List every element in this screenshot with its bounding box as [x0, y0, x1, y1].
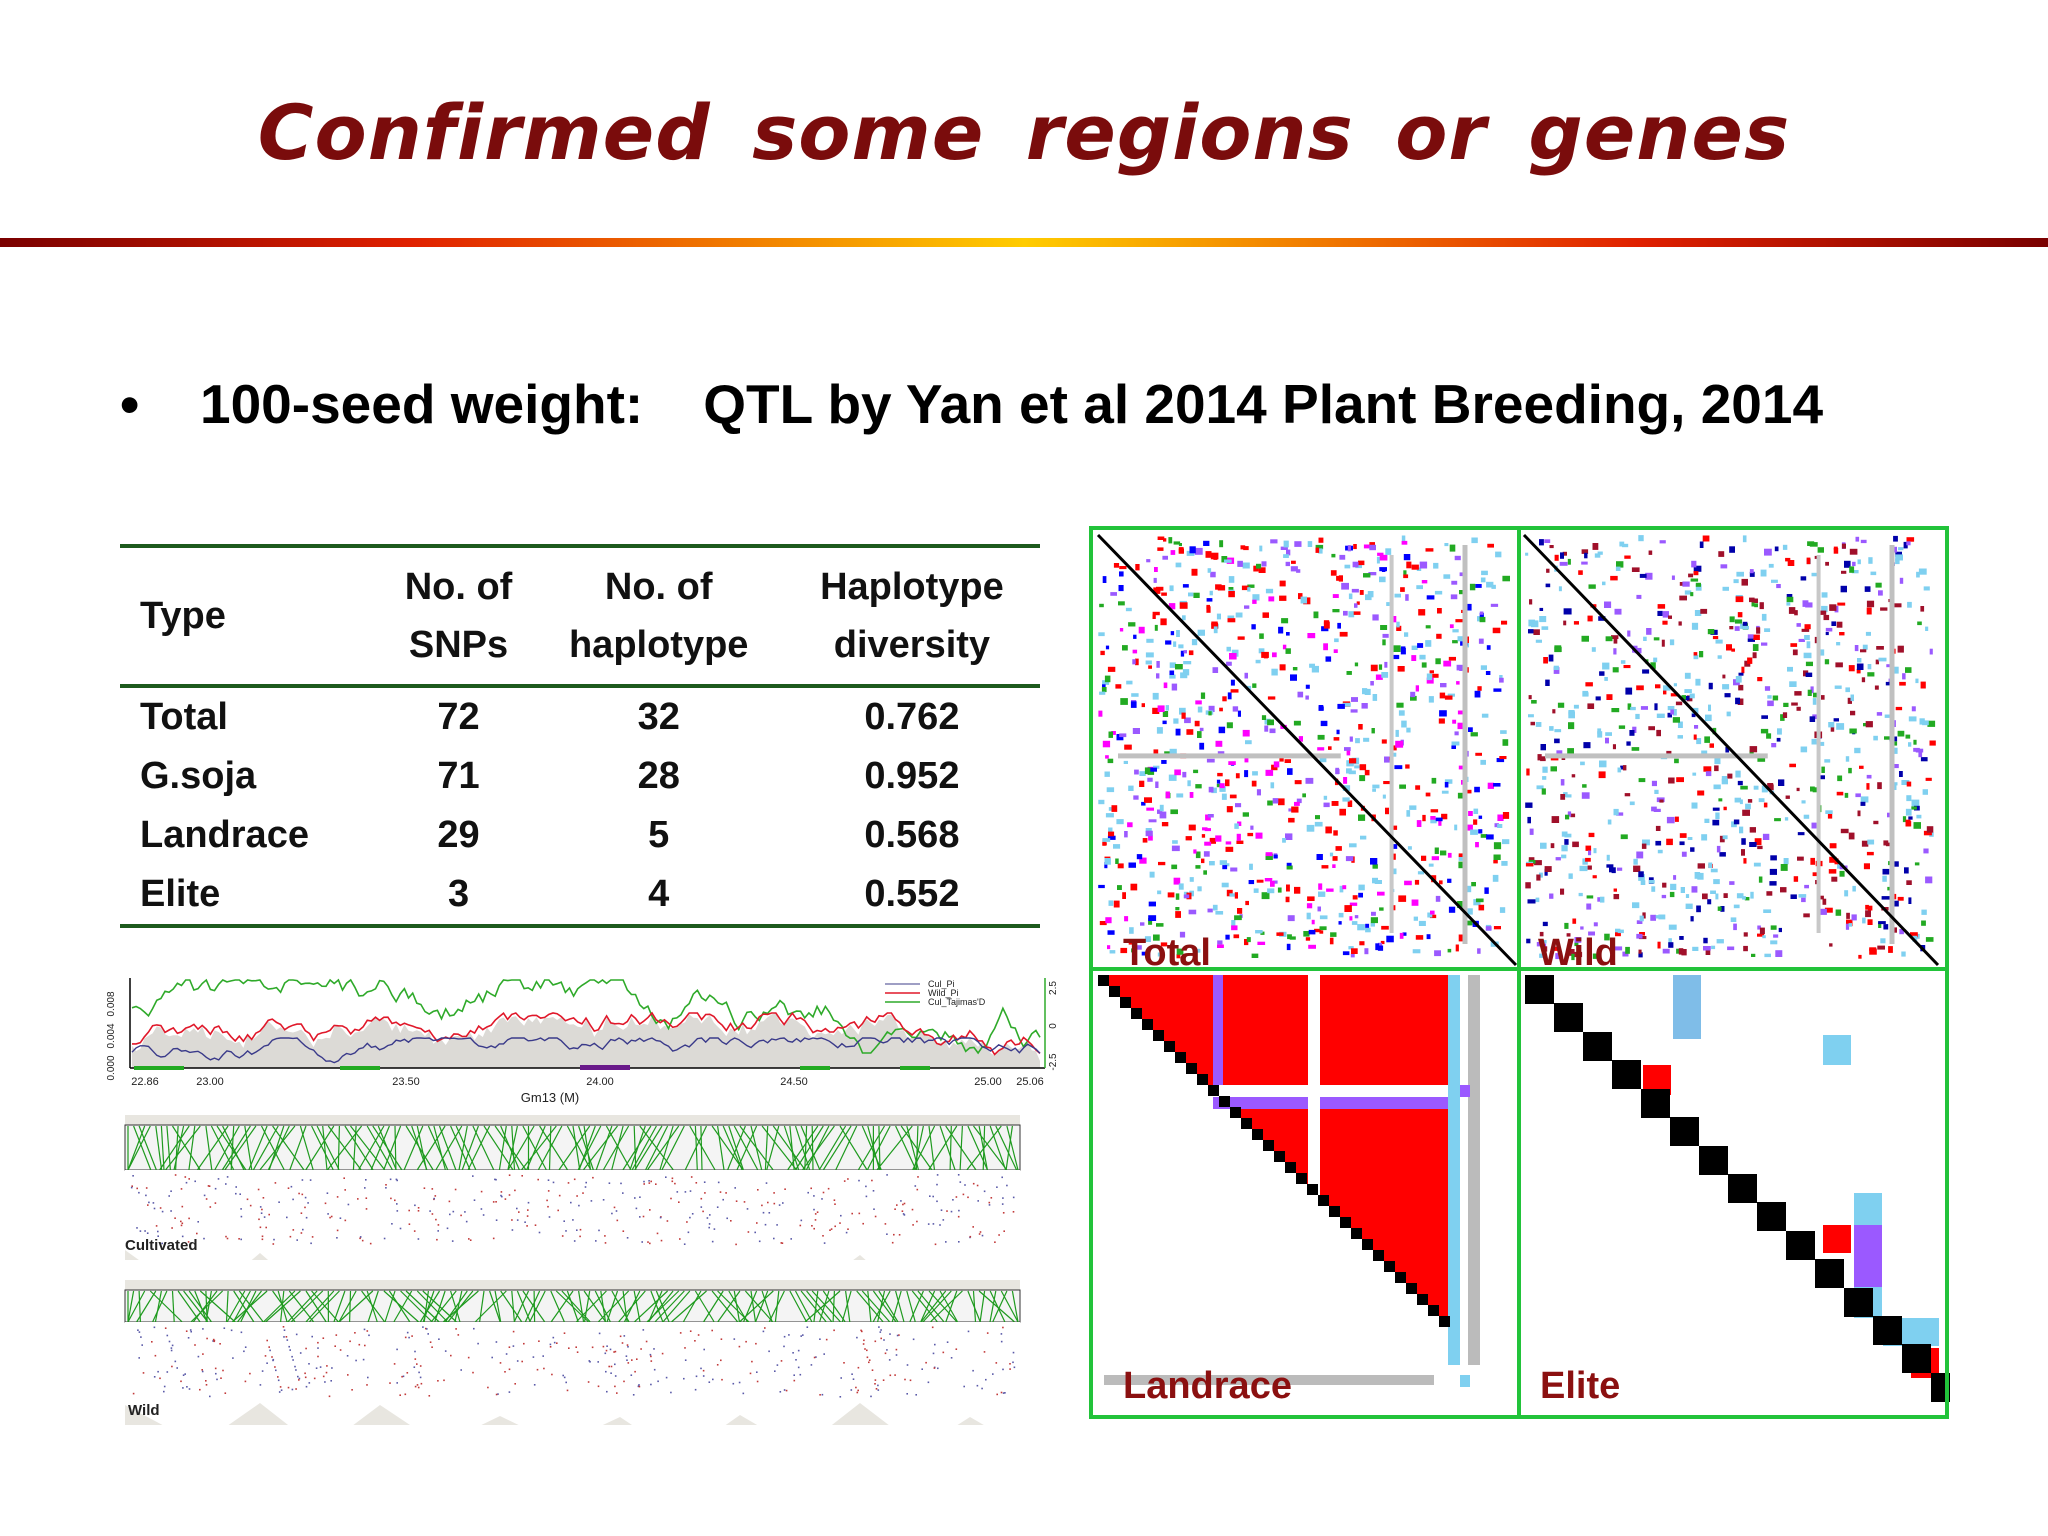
- ld-dots: [132, 1326, 1016, 1398]
- header-diversity: Haplotype diversity: [820, 566, 1004, 666]
- gene-bar: [134, 1066, 184, 1070]
- tajima-line: [131, 978, 1041, 1055]
- x-axis-label: Gm13 (M): [521, 1090, 580, 1105]
- y-tick-labels: 0.000 0.004 0.008: [106, 991, 117, 1080]
- cell-snps: 3: [447, 873, 470, 915]
- y-tick-label: 0.000: [106, 1055, 117, 1080]
- bullet-line: • 100-seed weight: QTL by Yan et al 2014 P…: [120, 372, 1823, 436]
- y2-tick-label: -2.5: [1048, 1053, 1059, 1071]
- heatmap-total: Total: [1092, 529, 1519, 974]
- cell-type: G.soja: [140, 755, 257, 797]
- cell-snps: 29: [437, 814, 480, 856]
- ld-triangle: [125, 1170, 1020, 1260]
- bullet-marker: •: [120, 373, 140, 435]
- header-snps: No. of SNPs: [404, 566, 513, 666]
- ld-panel-wild: Wild: [124, 1280, 1021, 1425]
- tajima-area: [132, 1013, 1040, 1068]
- cell-diversity: 0.552: [864, 873, 960, 915]
- gene-bar: [800, 1066, 830, 1070]
- gene-bar: [900, 1066, 930, 1070]
- y2-tick-labels: -2.5 0 2.5: [1048, 981, 1059, 1071]
- gene-bar: [340, 1066, 380, 1070]
- gene-bar: [580, 1065, 630, 1070]
- table-row: Elite 3 4 0.552: [120, 865, 1040, 926]
- cultivated-pi-line: [131, 1037, 1041, 1064]
- cell-type: Landrace: [140, 814, 309, 856]
- cell-haplotypes: 28: [637, 755, 680, 797]
- bullet-text: QTL by Yan et al 2014 Plant Breeding, 20…: [703, 373, 1824, 435]
- table-row: Landrace 29 5 0.568: [120, 806, 1040, 865]
- plot-legend: Cul_Pi Wild_Pi Cul_Tajimas'D: [885, 979, 986, 1007]
- cell-snps: 72: [437, 696, 480, 738]
- x-tick-label: 25.00: [974, 1076, 1002, 1088]
- table-header-row: Type No. of SNPs No. of haplotype Haplotyp…: [120, 546, 1040, 686]
- cell-type: Total: [140, 696, 228, 738]
- table-row: Total 72 32 0.762: [120, 686, 1040, 747]
- x-tick-labels: 22.86 23.00 23.50 24.00 24.50 25.00 25.0…: [131, 1076, 1044, 1088]
- snp-link-lines: [127, 1125, 1019, 1171]
- wild-pi-line: [132, 1011, 1041, 1056]
- legend-label: Cul_Pi: [928, 979, 955, 989]
- cell-snps: 71: [437, 755, 480, 797]
- header-type: Type: [140, 595, 226, 637]
- ld-dots: [130, 1174, 1015, 1246]
- heatmap-landrace: Landrace: [1092, 969, 1519, 1416]
- cell-diversity: 0.762: [864, 696, 960, 738]
- plot-area: [131, 978, 1041, 1068]
- y-tick-label: 0.004: [106, 1023, 117, 1048]
- cell-haplotypes: 5: [648, 814, 670, 856]
- bullet-label: 100-seed weight:: [200, 373, 644, 435]
- legend-label: Wild_Pi: [928, 988, 959, 998]
- haplotype-table: Type No. of SNPs No. of haplotype Haplotyp…: [120, 544, 1040, 928]
- cell-diversity: 0.952: [864, 755, 960, 797]
- snp-link-lines: [127, 1290, 1019, 1323]
- cell-haplotypes: 32: [637, 696, 680, 738]
- ld-triangle: [125, 1322, 1020, 1425]
- ld-label-wild: Wild: [128, 1402, 160, 1419]
- x-tick-label: 24.50: [780, 1076, 808, 1088]
- cell-diversity: 0.568: [864, 814, 960, 856]
- y2-tick-label: 0: [1048, 1023, 1059, 1029]
- ld-panel-cultivated: Cultivated: [124, 1115, 1021, 1260]
- header-haplotypes: No. of haplotype: [568, 566, 749, 666]
- y2-tick-label: 2.5: [1048, 981, 1059, 995]
- ld-label-cultivated: Cultivated: [125, 1237, 198, 1254]
- heatmap-label: Landrace: [1123, 1365, 1292, 1407]
- x-tick-label: 25.06: [1016, 1076, 1044, 1088]
- x-tick-label: 23.50: [392, 1076, 420, 1088]
- heatmap-label: Elite: [1540, 1365, 1620, 1407]
- cell-haplotypes: 4: [648, 873, 670, 915]
- heatmap-elite: Elite: [1519, 969, 1950, 1416]
- y-tick-label: 0.008: [106, 991, 117, 1016]
- x-tick-label: 23.00: [196, 1076, 224, 1088]
- x-tick-label: 24.00: [586, 1076, 614, 1088]
- cell-type: Elite: [140, 873, 221, 915]
- legend-label: Cul_Tajimas'D: [928, 997, 986, 1007]
- heatmap-wild: Wild: [1519, 529, 1946, 974]
- table-row: G.soja 71 28 0.952: [120, 747, 1040, 806]
- ld-heatmap-grid: Total Wild Landrace Elite: [1089, 526, 1950, 1419]
- x-tick-label: 22.86: [131, 1076, 159, 1088]
- diversity-plot: 22.86 23.00 23.50 24.00 24.50 25.00 25.0…: [106, 978, 1059, 1105]
- slide-title: Confirmed some regions or genes: [257, 88, 1791, 177]
- title-divider: [0, 238, 2048, 247]
